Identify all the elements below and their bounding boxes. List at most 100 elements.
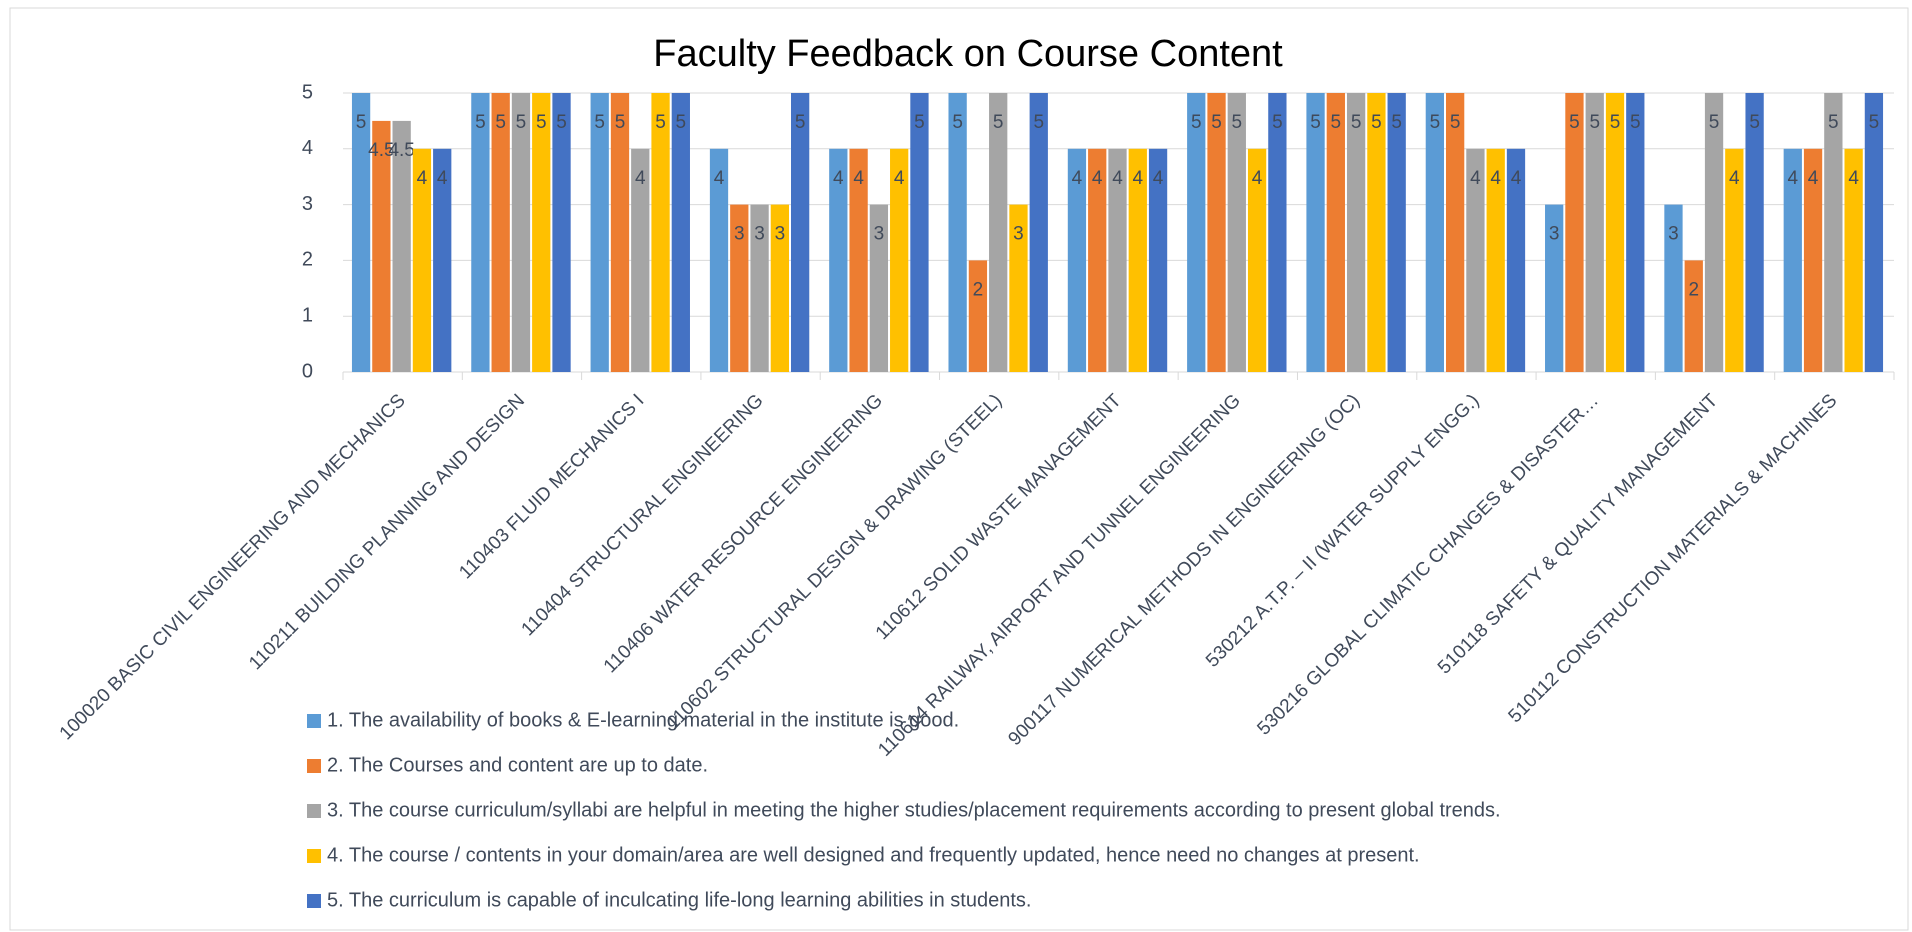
bar [1585, 93, 1604, 372]
bar [372, 120, 391, 373]
legend-swatch [307, 804, 321, 818]
data-label: 4 [1112, 168, 1123, 189]
data-label: 5 [1430, 112, 1441, 133]
bar [1745, 93, 1764, 372]
bar [1029, 93, 1048, 372]
data-label: 5 [676, 112, 687, 133]
data-label: 5 [1630, 112, 1641, 133]
bar [791, 93, 810, 372]
legend-label: 4. The course / contents in your domain/… [327, 844, 1420, 866]
data-label: 4 [1470, 168, 1481, 189]
bar [849, 148, 868, 372]
data-label: 5 [1272, 112, 1283, 133]
y-tick-label: 1 [302, 304, 313, 326]
bar [829, 148, 848, 372]
data-label: 5 [1191, 112, 1202, 133]
data-label: 4 [1252, 168, 1263, 189]
data-label: 4 [1729, 168, 1740, 189]
data-label: 5 [952, 112, 963, 133]
legend-swatch [307, 894, 321, 908]
y-tick-label: 5 [302, 81, 313, 103]
data-label: 5 [1391, 112, 1402, 133]
bar [1346, 93, 1366, 372]
bar [1425, 93, 1444, 372]
y-tick-label: 3 [302, 193, 313, 215]
data-label: 3 [1668, 224, 1679, 245]
data-label: 5 [1232, 112, 1243, 133]
data-label: 4 [1153, 168, 1164, 189]
bar [671, 93, 690, 372]
bar [392, 120, 411, 373]
legend-label: 2. The Courses and content are up to dat… [327, 754, 708, 776]
bar [1844, 148, 1863, 372]
data-label: 3 [874, 224, 885, 245]
data-label: 5 [356, 112, 367, 133]
bar [1367, 93, 1386, 372]
bar [1684, 260, 1703, 372]
bar [1783, 148, 1802, 372]
data-label: 5 [475, 112, 486, 133]
bar [532, 93, 551, 372]
bar [610, 93, 630, 372]
bar [1067, 148, 1087, 372]
data-label: 4 [1787, 168, 1798, 189]
data-label: 5 [1310, 112, 1321, 133]
data-label: 5 [615, 112, 626, 133]
bar [709, 148, 729, 372]
data-label: 5 [1331, 112, 1342, 133]
data-label: 5 [1450, 112, 1461, 133]
data-label: 4 [417, 168, 428, 189]
bar [351, 93, 371, 372]
legend-swatch [307, 759, 321, 773]
legend-label: 1. The availability of books & E-learnin… [327, 709, 959, 731]
bar [1864, 93, 1884, 372]
data-label: 5 [1351, 112, 1362, 133]
bar [1664, 204, 1683, 372]
bar [1486, 148, 1505, 372]
bar [1445, 93, 1465, 372]
data-label: 4 [1490, 168, 1501, 189]
bar [651, 93, 670, 372]
data-label: 5 [993, 112, 1004, 133]
data-label: 5 [1211, 112, 1222, 133]
data-label: 5 [516, 112, 527, 133]
data-label: 4 [1848, 168, 1859, 189]
bar [1326, 93, 1345, 372]
bar [1108, 148, 1127, 372]
bar [1803, 148, 1823, 372]
data-label: 2 [973, 279, 984, 300]
y-tick-label: 0 [302, 360, 313, 382]
data-label: 3 [1013, 224, 1024, 245]
bar [412, 148, 432, 372]
data-label: 3 [734, 224, 745, 245]
legend-swatch [307, 714, 321, 728]
data-label: 5 [1828, 112, 1839, 133]
data-label: 5 [556, 112, 567, 133]
bar [511, 93, 531, 372]
bar [1506, 148, 1526, 372]
data-label: 4 [833, 168, 844, 189]
bar [989, 93, 1008, 372]
bar [1306, 93, 1325, 372]
data-label: 5 [795, 112, 806, 133]
bar [1009, 204, 1028, 372]
data-label: 4.5 [368, 140, 394, 161]
data-label: 5 [1869, 112, 1880, 133]
data-label: 4 [714, 168, 725, 189]
data-label: 5 [1610, 112, 1621, 133]
bar [1565, 93, 1584, 372]
bar [890, 148, 909, 372]
bar [910, 93, 929, 372]
data-label: 5 [1749, 112, 1760, 133]
data-label: 5 [1589, 112, 1600, 133]
data-label: 5 [655, 112, 666, 133]
bar [1704, 93, 1724, 372]
bar [491, 93, 510, 372]
bar [471, 93, 490, 372]
bar [1824, 93, 1843, 372]
data-label: 4 [1511, 168, 1522, 189]
bar [1545, 204, 1564, 372]
data-label: 4 [437, 168, 448, 189]
bar [948, 93, 967, 372]
